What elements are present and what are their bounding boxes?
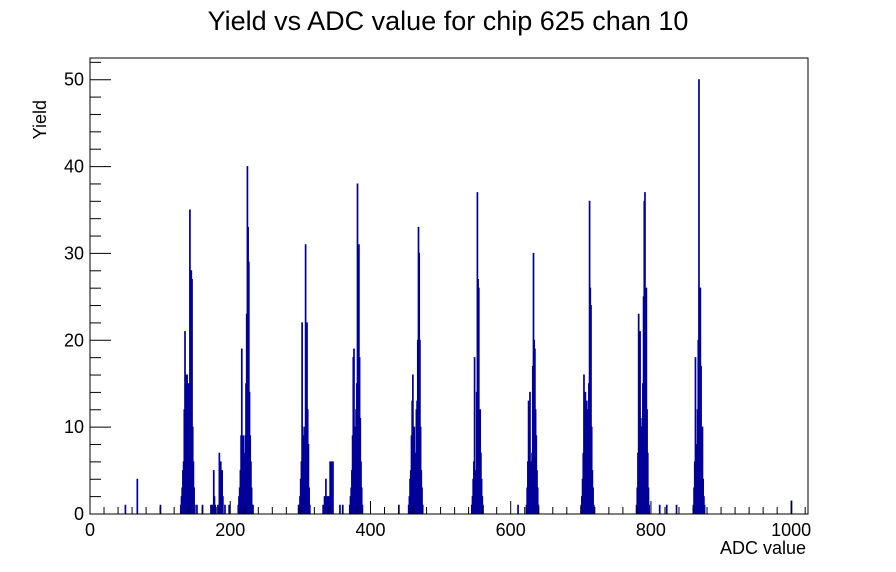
histogram-bin	[308, 487, 310, 514]
y-tick-label: 10	[64, 417, 84, 437]
x-tick-label: 200	[215, 520, 245, 540]
histogram-bin	[703, 504, 706, 514]
histogram-bin	[302, 435, 305, 514]
y-tick-label: 0	[74, 504, 84, 524]
histogram-bin	[124, 504, 127, 514]
histogram-bin	[325, 478, 327, 514]
histogram-bin	[304, 244, 307, 514]
histogram-bin	[210, 504, 212, 514]
histogram-bin	[329, 461, 331, 514]
histogram-bin	[645, 287, 648, 514]
histogram-bin	[592, 487, 594, 514]
histogram-bin	[658, 504, 661, 514]
histogram-bin	[327, 496, 330, 514]
y-tick-label: 50	[64, 70, 84, 90]
histogram-bin	[224, 504, 226, 514]
histogram-bin	[675, 504, 678, 514]
histogram-bin	[701, 426, 704, 514]
histogram-bin	[326, 496, 329, 514]
x-axis: 0 200 400 600 800 1000	[85, 501, 811, 540]
plot-frame	[89, 57, 809, 515]
histogram-bin	[184, 374, 187, 514]
histogram-bin	[219, 461, 222, 514]
x-tick-label: 1000	[771, 520, 811, 540]
y-tick-label: 20	[64, 330, 84, 350]
histogram-bin	[187, 383, 190, 514]
histogram-bin	[308, 504, 311, 514]
histogram-bin	[186, 374, 188, 514]
histogram-bin	[517, 504, 519, 514]
histogram-bin	[332, 461, 334, 514]
x-tick-label: 0	[85, 520, 95, 540]
histogram-bin	[193, 487, 195, 514]
histogram-bin	[212, 470, 215, 514]
histogram-bin	[323, 496, 326, 514]
histogram-bin	[529, 391, 531, 514]
histogram-bin	[637, 313, 640, 514]
histogram-bin	[189, 209, 191, 514]
histogram-bin	[218, 452, 221, 514]
histogram-bin	[361, 504, 364, 514]
x-tick-label: 400	[355, 520, 385, 540]
histogram-bin	[412, 374, 414, 514]
histogram-bin	[421, 504, 424, 514]
histogram-bin	[136, 478, 139, 514]
histogram-bin	[240, 348, 243, 514]
histogram-bin	[477, 287, 480, 514]
histogram-bin	[214, 504, 217, 514]
histogram-bin	[360, 487, 363, 514]
histogram-bin	[473, 357, 476, 514]
histogram-bin	[252, 504, 254, 514]
histogram-bin	[646, 452, 649, 514]
y-tick-label: 30	[64, 243, 84, 263]
x-axis-label: ADC value	[720, 538, 806, 558]
chart-title: Yield vs ADC value for chip 625 chan 10	[208, 6, 689, 36]
histogram-bin	[592, 504, 595, 514]
x-tick-label: 800	[636, 520, 666, 540]
histogram-bin	[196, 504, 198, 514]
histogram-bin	[307, 444, 310, 514]
histogram-bin	[536, 487, 539, 514]
histogram-bin	[585, 400, 588, 514]
histogram-bin	[193, 504, 196, 514]
y-tick-label: 40	[64, 157, 84, 177]
histogram-bars	[124, 79, 793, 514]
histogram-bin	[211, 504, 214, 514]
histogram-bin	[330, 461, 333, 514]
histogram-bin	[590, 305, 592, 514]
histogram-bin	[222, 496, 224, 514]
histogram-bin	[665, 504, 668, 514]
histogram-bin	[247, 261, 250, 514]
histogram-bin	[648, 504, 651, 514]
histogram-bin	[228, 504, 231, 514]
histogram-bin	[322, 504, 324, 514]
histogram-bin	[217, 504, 219, 514]
histogram-bin	[191, 278, 193, 514]
x-tick-label: 600	[496, 520, 526, 540]
histogram-bin	[250, 487, 253, 514]
y-axis-label: Yield	[30, 100, 50, 139]
histogram-bin	[301, 322, 303, 514]
histogram-bin	[700, 365, 702, 514]
histogram-bin	[221, 470, 224, 514]
histogram-bin	[647, 487, 650, 514]
y-axis: 0 10 20 30 40 50	[64, 61, 111, 524]
histogram-bin	[339, 504, 341, 514]
histogram-bin	[421, 487, 423, 514]
histogram-bin	[694, 357, 697, 514]
